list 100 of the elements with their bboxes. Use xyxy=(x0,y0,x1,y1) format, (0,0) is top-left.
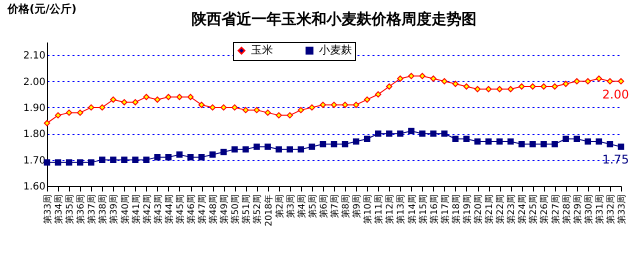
x-tick-label: 第18周 xyxy=(450,194,462,224)
point xyxy=(540,83,547,90)
x-tick-label: 第43周 xyxy=(152,194,164,224)
x-tick-label: 第24周 xyxy=(517,194,528,224)
x-tick-label: 第23周 xyxy=(506,194,518,224)
point xyxy=(596,76,602,82)
point xyxy=(518,140,525,148)
point xyxy=(264,110,271,116)
x-tick-label: 第33周 xyxy=(42,194,54,224)
point xyxy=(474,86,481,92)
point xyxy=(364,136,370,142)
point xyxy=(320,140,326,148)
point xyxy=(232,104,238,111)
point xyxy=(530,83,536,90)
point xyxy=(242,106,249,114)
x-tick-label: 第33周 xyxy=(616,194,628,224)
point xyxy=(507,138,514,145)
point xyxy=(242,146,249,152)
point xyxy=(76,159,84,166)
point xyxy=(88,104,94,111)
point xyxy=(375,91,382,98)
point xyxy=(419,130,426,137)
point xyxy=(574,136,580,142)
point xyxy=(352,102,360,108)
point xyxy=(606,140,614,148)
point xyxy=(276,112,282,118)
point xyxy=(618,78,624,84)
point xyxy=(441,78,448,84)
point xyxy=(364,96,370,103)
x-tick-label: 第8周 xyxy=(340,194,352,218)
x-tick-label: 第35周 xyxy=(64,194,76,224)
x-tick-label: 第26周 xyxy=(539,194,550,224)
x-tick-label: 第12周 xyxy=(384,194,396,224)
point xyxy=(408,128,414,134)
point xyxy=(397,130,404,137)
legend-label: 小麦麸 xyxy=(319,44,352,57)
point xyxy=(254,144,260,150)
point xyxy=(176,151,183,158)
point xyxy=(232,146,238,152)
point xyxy=(574,78,580,84)
x-tick-label: 第50周 xyxy=(230,194,242,224)
point xyxy=(44,120,50,126)
point xyxy=(54,112,62,118)
point xyxy=(552,140,558,148)
x-tick-label: 第52周 xyxy=(252,194,264,224)
point xyxy=(485,86,492,92)
point xyxy=(276,146,282,152)
x-tick-label: 第32周 xyxy=(605,194,616,224)
point xyxy=(220,104,227,111)
x-tick-label: 第11周 xyxy=(374,194,385,224)
point xyxy=(474,138,481,145)
point xyxy=(552,83,558,90)
x-tick-label: 第22周 xyxy=(495,194,506,224)
point xyxy=(496,86,503,92)
y-tick-label: 2.00 xyxy=(23,76,46,88)
y-tick-label: 1.80 xyxy=(23,129,46,140)
point xyxy=(254,106,260,114)
x-tick-label: 第37周 xyxy=(86,194,98,224)
legend-label: 玉米 xyxy=(251,44,273,57)
point xyxy=(386,83,392,90)
point xyxy=(530,140,536,148)
point xyxy=(165,154,172,160)
point xyxy=(154,96,161,103)
point xyxy=(99,104,106,111)
point xyxy=(330,102,338,108)
x-tick-label: 第42周 xyxy=(142,194,153,224)
point xyxy=(165,94,172,100)
point xyxy=(209,104,216,111)
point xyxy=(342,140,348,148)
x-tick-label: 第34周 xyxy=(54,194,65,224)
point xyxy=(110,96,116,103)
x-tick-label: 第20周 xyxy=(473,194,484,224)
point xyxy=(419,72,426,80)
x-tick-label: 第2周 xyxy=(274,194,286,218)
point xyxy=(121,99,128,106)
x-tick-label: 第45周 xyxy=(174,194,186,224)
x-tick-label: 第44周 xyxy=(164,194,175,224)
x-tick-label: 第29周 xyxy=(572,194,584,224)
x-tick-label: 第15周 xyxy=(418,194,429,224)
point xyxy=(286,146,293,152)
point xyxy=(596,138,602,145)
point xyxy=(386,130,392,137)
data-label: 2.00 xyxy=(602,87,629,102)
x-tick-label: 第39周 xyxy=(108,194,120,224)
x-tick-label: 第40周 xyxy=(120,194,131,224)
point xyxy=(143,156,150,163)
point xyxy=(584,138,592,145)
point xyxy=(110,156,116,163)
point xyxy=(154,154,161,160)
x-tick-label: 2018年 xyxy=(263,194,274,226)
point xyxy=(606,78,614,84)
point xyxy=(176,94,183,100)
point xyxy=(540,140,547,148)
x-tick-label: 第36周 xyxy=(76,194,87,224)
x-tick-label: 第10周 xyxy=(362,194,374,224)
point xyxy=(496,138,503,145)
point xyxy=(209,151,216,158)
x-tick-label: 第9周 xyxy=(352,194,363,218)
point xyxy=(352,138,360,145)
x-tick-label: 第51周 xyxy=(241,194,252,224)
